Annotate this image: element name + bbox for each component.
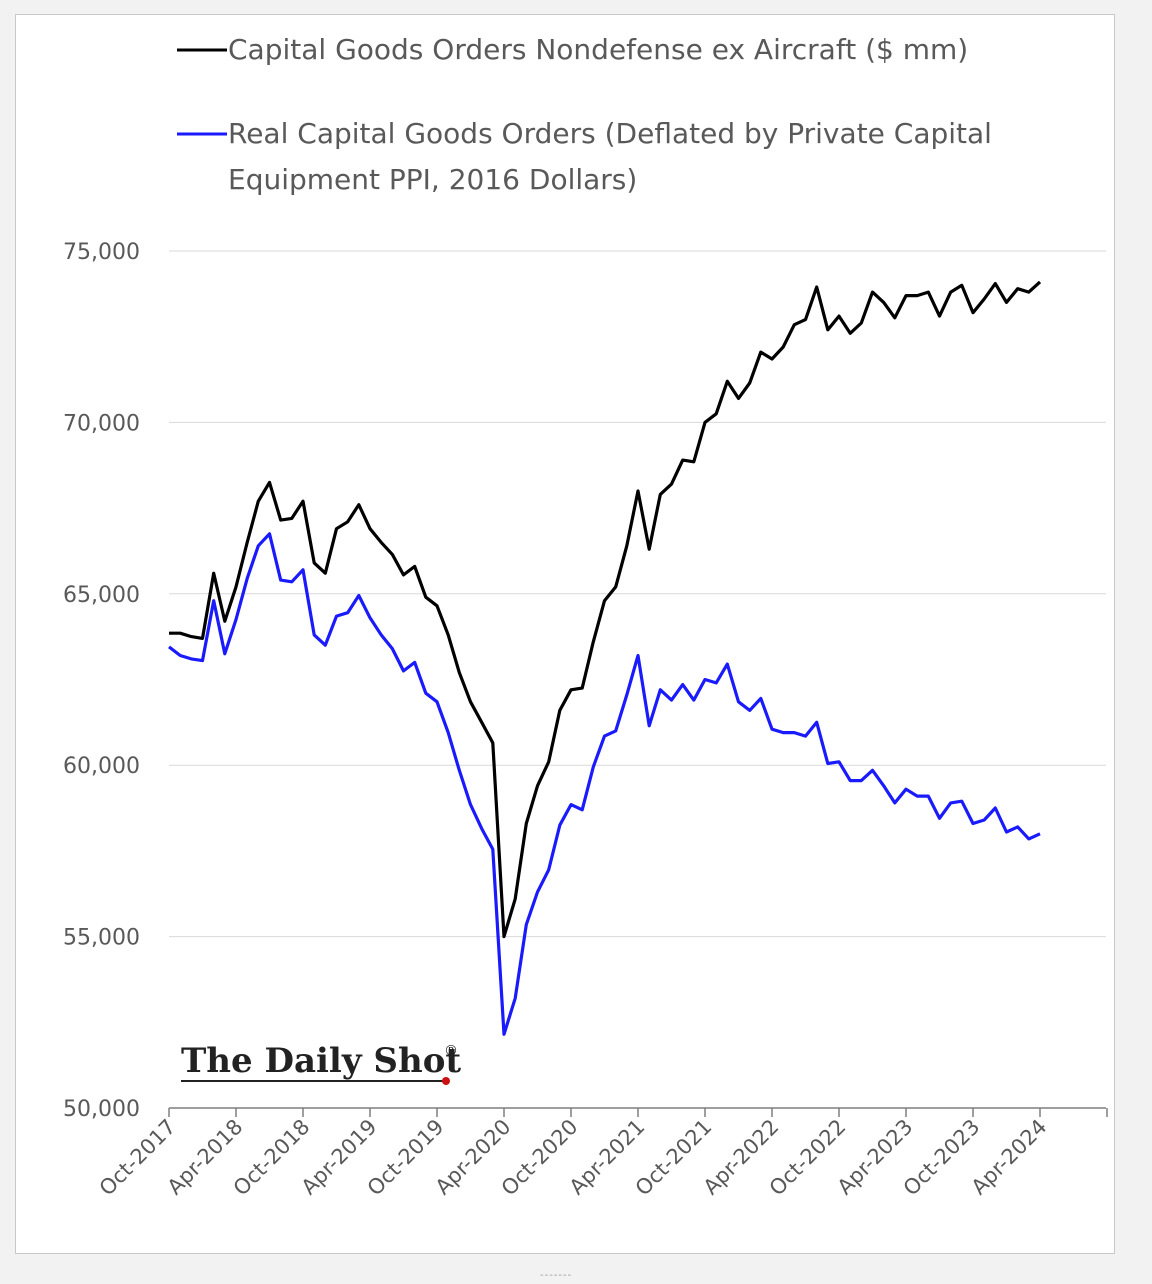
logo-registered-mark: ® (444, 1043, 458, 1059)
y-tick-label: 65,000 (63, 583, 140, 608)
y-tick-label: 60,000 (63, 754, 140, 779)
gridlines (169, 250, 1106, 938)
x-axis (168, 1107, 1108, 1117)
series-line-real (168, 532, 1041, 1036)
series-line-nominal (169, 280, 1042, 939)
y-tick-label: 50,000 (63, 1097, 140, 1122)
chart-canvas: Capital Goods Orders Nondefense ex Aircr… (63, 33, 1108, 1201)
legend: Capital Goods Orders Nondefense ex Aircr… (177, 33, 992, 196)
logo-text: The Daily Shot (181, 1041, 461, 1081)
logo-red-dot (442, 1077, 450, 1085)
legend-label-real-line1: Real Capital Goods Orders (Deflated by P… (228, 117, 992, 150)
footer-mark: ------- (540, 1270, 573, 1281)
legend-label-nominal: Capital Goods Orders Nondefense ex Aircr… (228, 33, 968, 66)
daily-shot-logo: The Daily Shot ® (181, 1041, 461, 1085)
x-axis-ticks: Oct-2017Apr-2018Oct-2018Apr-2019Oct-2019… (95, 1115, 1052, 1201)
y-tick-label: 70,000 (63, 411, 140, 436)
chart-frame: Capital Goods Orders Nondefense ex Aircr… (15, 14, 1115, 1254)
y-tick-label: 55,000 (63, 926, 140, 951)
series-lines (168, 280, 1042, 1036)
y-tick-label: 75,000 (63, 240, 140, 265)
y-axis-ticks: 50,000 55,000 60,000 65,000 70,000 75,000 (63, 240, 140, 1122)
legend-label-real-line2: Equipment PPI, 2016 Dollars) (228, 163, 637, 196)
